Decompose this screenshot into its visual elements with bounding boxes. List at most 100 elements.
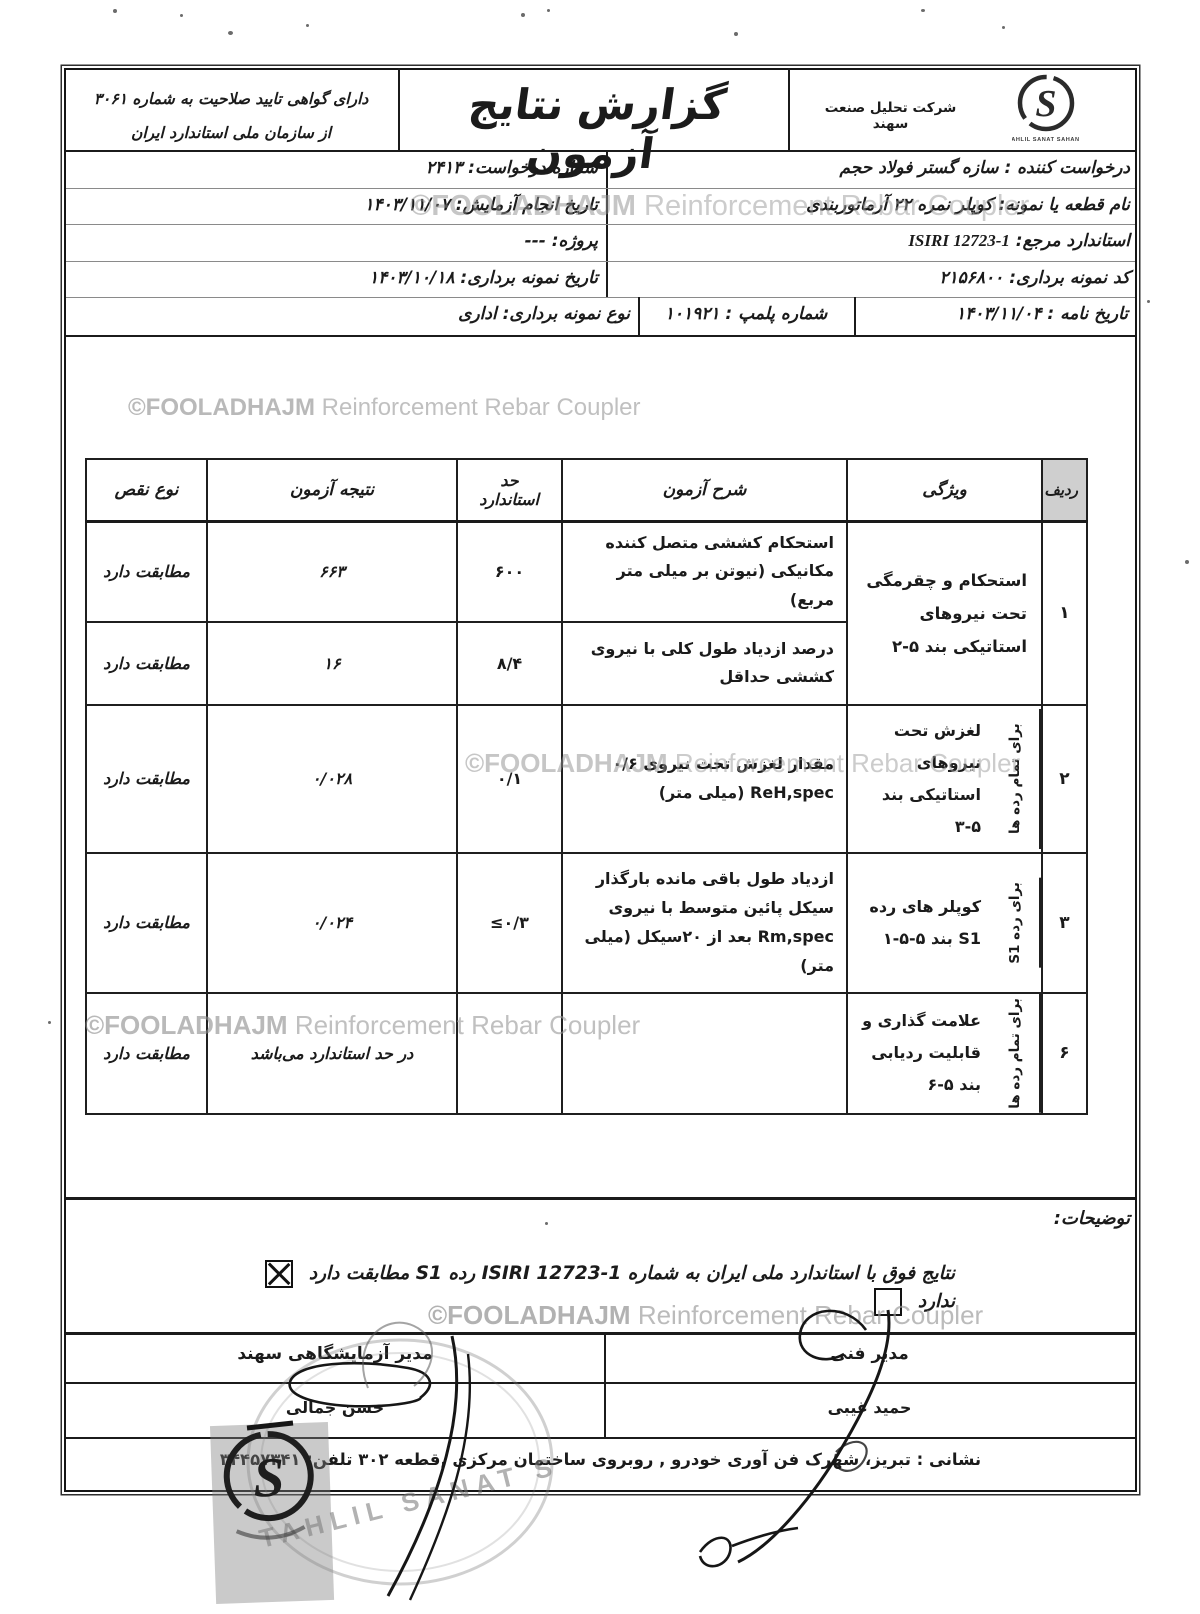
company-logo: S TAHLIL SANAT SAHAND [1012,74,1080,143]
scan-speck [921,9,925,12]
scan-speck [48,1021,51,1024]
row3-scope-vertical-label: برای رده S1 [993,878,1041,968]
info-project: پروژه: --- [524,231,598,251]
info-row-line [66,224,1135,225]
scan-speck [113,9,117,13]
row4-result: در حد استاندارد می‌باشد [206,991,458,1115]
scan-speck [1147,300,1150,303]
logo-letter: S [1035,83,1056,125]
scan-speck [545,1222,548,1225]
col-header-row: ردیف [1041,458,1088,523]
table-row-4: ۶ برای تمام رده ها علامت گذاری و قابلیت … [85,991,1088,1115]
row1-number: ۱ [1041,520,1088,706]
results-table: ردیف ویژگی شرح آزمون حد استاندارد نتیجه … [85,458,1088,1115]
row3-feature: کوپلر های رده S1 بند ۵-۵-۱ [869,896,981,948]
info-requester: درخواست کننده : سازه گستر فولاد حجم [839,158,1130,178]
logo-caption: TAHLIL SANAT SAHAND [1012,137,1080,143]
scan-speck [521,13,525,17]
info-row-line [66,188,1135,189]
accreditation-line1: دارای گواهی تایید صلاحیت به شماره ۳۰۶۱ [93,90,369,108]
info-request-number: شماره درخواست: ۲۴۱۳ [425,158,598,178]
checkbox-unchecked-icon[interactable] [874,1288,903,1316]
row4-limit [456,991,563,1115]
info-row-line [66,297,1135,298]
tech-manager-title: مدیر فنی [830,1344,909,1364]
info-bottomrow-divider [638,297,640,335]
lab-manager-title: مدیر آزمایشگاهی سهند [237,1344,433,1364]
scan-speck [1002,26,1005,29]
row1-feature: استحکام و چقرمگی تحت نیروهای استاتیکی بن… [846,520,1043,706]
row1b-defect: مطابقت دارد [85,620,208,706]
compliance-no-label: ندارد [917,1291,955,1312]
remarks-label: توضیحات: [1053,1208,1130,1229]
info-sample-name: نام قطعه یا نمونه: کوپلر نمره ۲۲ آرماتور… [806,195,1130,215]
lab-manager-name: حسن جمالی [285,1398,385,1417]
accreditation-line2: از سازمان ملی استاندارد ایران [130,124,332,143]
header-divider [398,68,400,150]
table-row-3: ۳ برای رده S1 کوپلر های رده S1 بند ۵-۵-۱… [85,851,1088,994]
compliance-statement-row: نتایج فوق با استاندارد ملی ایران به شمار… [225,1260,955,1316]
row3-limit: ≤۰/۳ [456,851,563,994]
table-row-1b: درصد ازدیاد طول کلی با نیروی کششی حداقل … [85,620,1087,706]
scan-speck [306,24,309,27]
info-bottom-line [66,335,1135,337]
document-border [64,68,1137,1492]
row4-number: ۶ [1041,991,1088,1115]
info-letter-date: تاریخ نامه : ۱۴۰۳/۱۱/۰۴ [956,304,1128,324]
tech-manager-name: حمید غیبی [827,1398,912,1417]
signature-top-line [66,1332,1135,1335]
row4-defect: مطابقت دارد [85,991,208,1115]
col-header-defect: نوع نقص [85,458,208,523]
info-row-line [66,261,1135,262]
address-top-line [66,1437,1135,1439]
info-bottomrow-divider [854,297,856,335]
row4-feature-cell: برای تمام رده ها علامت گذاری و قابلیت رد… [846,991,1043,1115]
info-sampling-type: نوع نمونه برداری: اداری [458,304,630,324]
row2-defect: مطابقت دارد [85,703,208,854]
logo-circle-icon [1017,74,1075,132]
row3-description: ازدیاد طول باقی مانده بارگذار سیکل پائین… [561,851,848,994]
row3-result: ۰/۰۲۴ [206,851,458,994]
info-sampling-code: کد نمونه برداری: ۲۱۵۶۸۰۰ [939,268,1130,288]
scan-speck [228,31,233,35]
row2-feature-cell: برای تمام رده ها لغزش تحت نیروهای استاتی… [846,703,1043,854]
row1b-description: درصد ازدیاد طول کلی با نیروی کششی حداقل [561,620,848,706]
row4-feature: علامت گذاری و قابلیت ردیابی بند ۵-۶ [862,1011,981,1095]
row2-result: ۰/۰۲۸ [206,703,458,854]
address-line: نشانی : تبریز، شهرک فن آوری خودرو , روبر… [219,1450,982,1469]
company-name: شرکت تحلیل صنعت سهند [824,100,957,132]
compliance-statement: نتایج فوق با استاندارد ملی ایران به شمار… [308,1263,955,1284]
row2-limit: ۰/۱ [456,703,563,854]
info-test-date: تاریخ انجام آزمایش: ۱۴۰۳/۱۱/۰۷ [364,195,598,215]
scan-speck [734,32,738,36]
col-header-limit: حد استاندارد [456,458,563,523]
header-bottom-line [66,150,1135,152]
accreditation-note: دارای گواهی تایید صلاحیت به شماره ۳۰۶۱ ا… [70,82,392,150]
scan-speck [1185,560,1189,564]
ref-standard-label: استاندارد مرجع: [1015,231,1130,251]
signature-mid-line [66,1382,1135,1384]
row2-scope-vertical-label: برای تمام رده ها [993,708,1041,849]
remarks-top-line [66,1197,1135,1200]
ref-standard-value: ISIRI 12723-1 [908,231,1010,250]
row1a-defect: مطابقت دارد [85,520,208,623]
row1a-description: استحکام کششی متصل کننده مکانیکی (نیوتن ب… [561,520,848,623]
scan-speck [547,9,550,12]
checkbox-checked-icon[interactable] [265,1260,294,1288]
col-header-result: نتیجه آزمون [206,458,458,523]
info-ref-standard: استاندارد مرجع: ISIRI 12723-1 [612,231,1130,251]
row2-description: مقدار لغزش تحت نیروی ۰/۶ ReH,spec (میلی … [561,703,848,854]
row1a-limit: ۶۰۰ [456,520,563,623]
col-header-description: شرح آزمون [561,458,848,523]
info-sampling-date: تاریخ نمونه برداری: ۱۴۰۳/۱۰/۱۸ [369,268,598,288]
header-divider [788,68,790,150]
row2-number: ۲ [1041,703,1088,854]
row1b-result: ۱۶ [206,620,458,706]
signature-divider [604,1332,606,1437]
row3-number: ۳ [1041,851,1088,994]
row3-defect: مطابقت دارد [85,851,208,994]
row4-description [561,991,848,1115]
row3-feature-cell: برای رده S1 کوپلر های رده S1 بند ۵-۵-۱ [846,851,1043,994]
row1a-result: ۶۶۳ [206,520,458,623]
